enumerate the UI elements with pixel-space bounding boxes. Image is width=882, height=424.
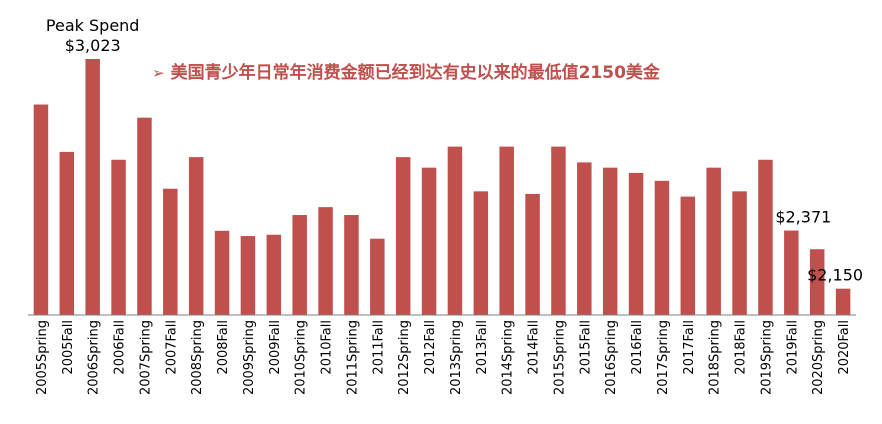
x-tick-label-2005Fall: 2005Fall xyxy=(61,320,76,375)
arrow-bullet-icon: ➢ xyxy=(152,64,165,82)
bar-2020Spring xyxy=(809,249,825,315)
data-label-2006Spring-0: Peak Spend xyxy=(46,16,140,35)
bar-2010Spring xyxy=(292,215,307,315)
bar-2017Spring xyxy=(654,180,670,315)
x-tick-label-2016Fall: 2016Fall xyxy=(630,320,645,375)
data-label-2006Spring-1: $3,023 xyxy=(65,36,121,55)
bar-2010Fall xyxy=(318,207,333,315)
x-tick-label-2007Spring: 2007Spring xyxy=(138,320,153,395)
bar-2015Spring xyxy=(551,146,566,315)
bar-2019Spring xyxy=(758,159,773,315)
data-label-2020Fall-0: $2,150 xyxy=(807,266,863,285)
bar-2012Spring xyxy=(395,157,411,315)
x-tick-label-2017Spring: 2017Spring xyxy=(656,320,671,395)
x-tick-label-2006Fall: 2006Fall xyxy=(113,320,128,375)
x-tick-label-2010Spring: 2010Spring xyxy=(294,320,309,395)
x-tick-label-2008Fall: 2008Fall xyxy=(216,320,231,375)
bar-2016Spring xyxy=(602,167,618,315)
x-tick-label-2012Spring: 2012Spring xyxy=(397,320,412,395)
bar-2007Spring xyxy=(137,117,152,315)
data-label-2019Fall-0: $2,371 xyxy=(775,208,831,227)
bar-2016Fall xyxy=(628,172,644,315)
bar-2006Fall xyxy=(111,159,126,315)
headline-text: 美国青少年日常年消费金额已经到达有史以来的最低值2150美金 xyxy=(170,63,660,83)
bar-2005Spring xyxy=(33,104,49,316)
bar-2005Fall xyxy=(59,151,75,315)
bar-2007Fall xyxy=(163,188,178,315)
x-tick-label-2008Spring: 2008Spring xyxy=(190,320,205,395)
bar-2006Spring xyxy=(85,59,100,315)
x-tick-label-2005Spring: 2005Spring xyxy=(35,320,50,395)
x-tick-label-2020Spring: 2020Spring xyxy=(811,320,826,395)
x-tick-label-2018Fall: 2018Fall xyxy=(734,320,749,375)
chart-headline: ➢ 美国青少年日常年消费金额已经到达有史以来的最低值2150美金 xyxy=(152,58,660,88)
x-tick-label-2013Spring: 2013Spring xyxy=(449,320,464,395)
bar-2011Spring xyxy=(344,215,359,315)
x-tick-label-2014Fall: 2014Fall xyxy=(527,320,542,375)
bar-2008Fall xyxy=(214,230,230,315)
x-tick-label-2015Spring: 2015Spring xyxy=(552,320,567,395)
x-tick-label-2006Spring: 2006Spring xyxy=(87,320,102,395)
bar-2013Fall xyxy=(473,191,489,315)
bar-2018Fall xyxy=(732,191,747,315)
bar-2014Fall xyxy=(525,193,540,315)
x-tick-label-2011Spring: 2011Spring xyxy=(345,320,360,395)
x-tick-label-2007Fall: 2007Fall xyxy=(164,320,179,375)
bar-2013Spring xyxy=(447,146,463,315)
x-tick-label-2014Spring: 2014Spring xyxy=(501,320,516,395)
bar-2014Spring xyxy=(499,146,514,315)
x-tick-label-2015Fall: 2015Fall xyxy=(578,320,593,375)
bar-2009Spring xyxy=(240,236,256,315)
x-tick-label-2016Spring: 2016Spring xyxy=(604,320,619,395)
x-tick-label-2011Fall: 2011Fall xyxy=(371,320,386,375)
x-tick-label-2013Fall: 2013Fall xyxy=(475,320,490,375)
bar-2011Fall xyxy=(370,238,385,315)
x-tick-label-2017Fall: 2017Fall xyxy=(682,320,697,375)
bar-2019Fall xyxy=(784,230,799,315)
x-tick-label-2019Spring: 2019Spring xyxy=(759,320,774,395)
x-tick-label-2010Fall: 2010Fall xyxy=(320,320,335,375)
bar-2012Fall xyxy=(421,167,437,315)
x-tick-label-2009Spring: 2009Spring xyxy=(242,320,257,395)
bar-2008Spring xyxy=(188,157,204,315)
x-tick-label-2009Fall: 2009Fall xyxy=(268,320,283,375)
bar-2009Fall xyxy=(266,234,282,315)
x-tick-label-2019Fall: 2019Fall xyxy=(785,320,800,375)
bar-2020Fall xyxy=(835,288,851,315)
x-tick-label-2020Fall: 2020Fall xyxy=(837,320,852,375)
bar-2017Fall xyxy=(680,196,696,315)
x-tick-label-2018Spring: 2018Spring xyxy=(708,320,723,395)
bar-2018Spring xyxy=(706,167,721,315)
x-tick-label-2012Fall: 2012Fall xyxy=(423,320,438,375)
bar-2015Fall xyxy=(577,162,592,315)
